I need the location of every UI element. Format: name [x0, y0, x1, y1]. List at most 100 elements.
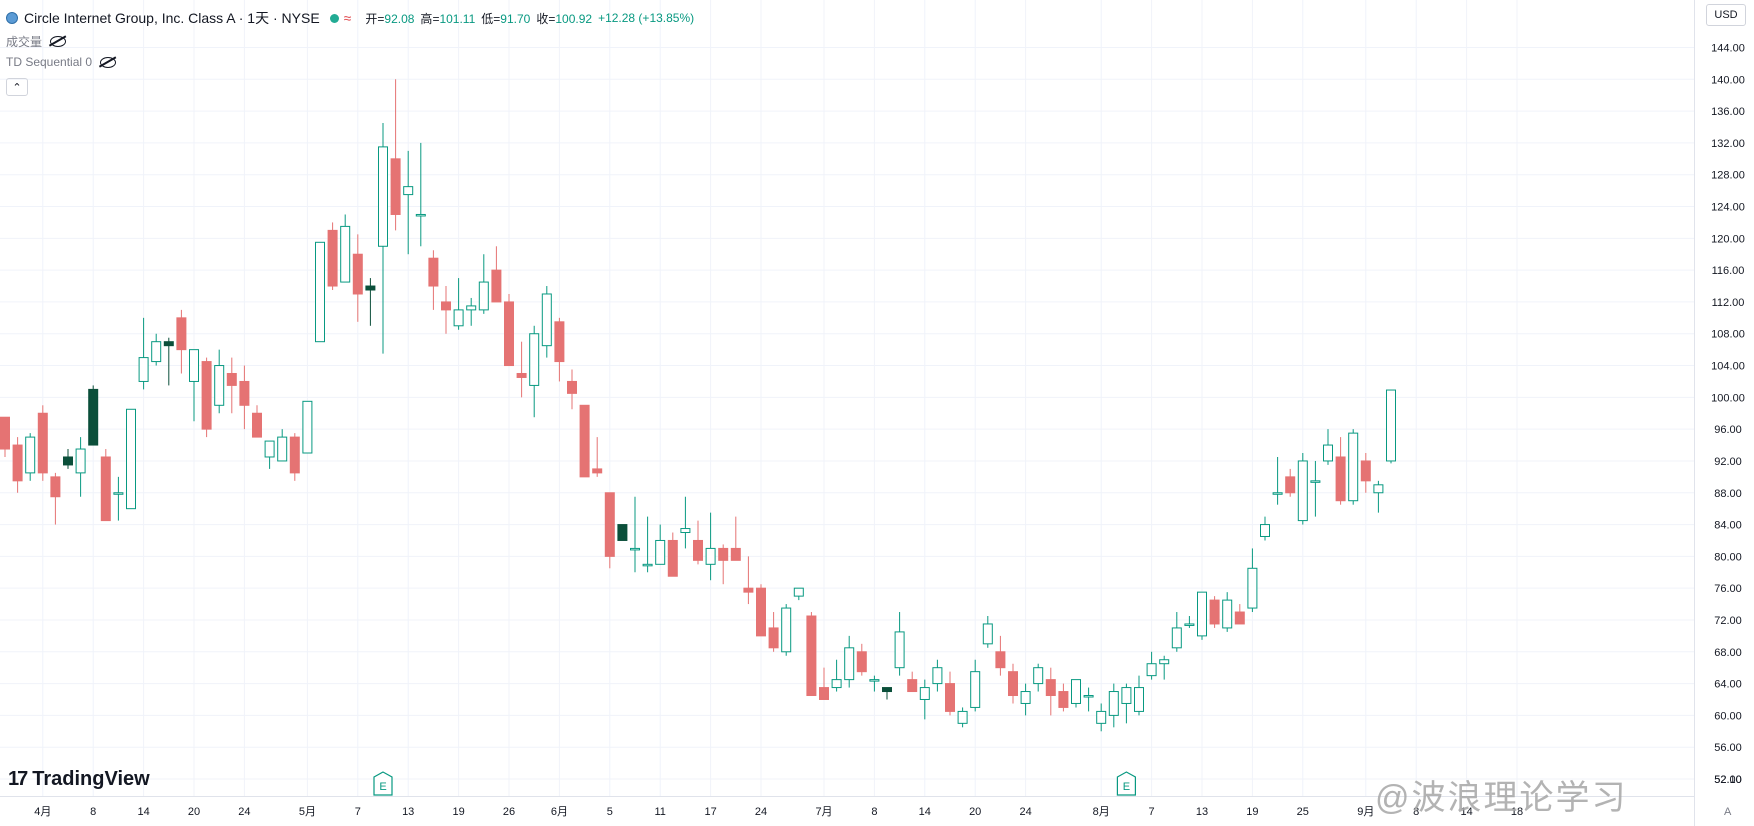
candle[interactable] [756, 584, 766, 637]
candle[interactable] [1360, 453, 1371, 493]
candle[interactable] [176, 309, 187, 374]
candle[interactable] [415, 142, 426, 247]
candle[interactable] [1146, 651, 1157, 680]
earnings-marker[interactable]: E [1116, 771, 1136, 796]
candle[interactable] [277, 429, 288, 462]
candle[interactable] [201, 357, 212, 438]
candle[interactable] [138, 317, 149, 390]
candle[interactable] [1058, 683, 1069, 712]
candle[interactable] [945, 671, 955, 716]
candle[interactable] [541, 286, 552, 358]
candle[interactable] [289, 433, 300, 481]
candle[interactable] [151, 333, 162, 366]
indicator-td-sequential[interactable]: TD Sequential 0 [6, 55, 117, 69]
candle[interactable] [667, 532, 678, 577]
candle[interactable] [604, 492, 615, 569]
candle[interactable] [894, 612, 905, 676]
candle[interactable] [567, 369, 577, 410]
candle[interactable] [327, 222, 338, 291]
candle[interactable] [1222, 592, 1233, 632]
candle[interactable] [12, 437, 23, 493]
candle[interactable] [1348, 429, 1359, 505]
candle[interactable] [1386, 389, 1396, 464]
candle[interactable] [189, 349, 199, 422]
candle[interactable] [680, 496, 691, 549]
candle[interactable] [0, 416, 10, 457]
candle[interactable] [1033, 663, 1044, 692]
candle[interactable] [37, 405, 48, 481]
candle[interactable] [856, 643, 867, 676]
auto-scale-button[interactable]: A [1724, 806, 1732, 818]
candle[interactable] [995, 635, 1006, 676]
indicator-volume[interactable]: 成交量 [6, 33, 67, 50]
candle[interactable] [352, 234, 363, 322]
candle[interactable] [882, 687, 892, 700]
candle[interactable] [302, 400, 313, 454]
candle[interactable] [340, 214, 351, 283]
candle[interactable] [1197, 591, 1207, 640]
candle[interactable] [1020, 683, 1031, 716]
candle[interactable] [705, 512, 716, 581]
candle[interactable] [554, 317, 565, 382]
candle[interactable] [1159, 655, 1170, 680]
candle[interactable] [1083, 687, 1094, 712]
candle[interactable] [1297, 453, 1308, 525]
candle[interactable] [403, 150, 414, 255]
candle[interactable] [1008, 663, 1018, 704]
candle[interactable] [466, 297, 477, 326]
candle[interactable] [907, 671, 918, 693]
earnings-marker[interactable]: E [373, 771, 393, 796]
hide-eye-icon[interactable] [100, 56, 117, 68]
candle[interactable] [252, 405, 262, 438]
candle[interactable] [214, 349, 225, 414]
candle[interactable] [226, 357, 237, 414]
candle[interactable] [730, 516, 741, 561]
candle[interactable] [970, 659, 981, 712]
candle[interactable] [844, 635, 855, 688]
candle[interactable] [592, 437, 603, 477]
symbol-title[interactable]: Circle Internet Group, Inc. Class A · 1天… [24, 10, 320, 26]
candle[interactable] [982, 616, 993, 648]
candle[interactable] [693, 520, 703, 565]
currency-selector[interactable]: USD [1706, 4, 1746, 26]
candle[interactable] [579, 404, 590, 478]
candle[interactable] [768, 612, 779, 652]
candle[interactable] [491, 246, 502, 303]
candle[interactable] [453, 278, 464, 330]
candle[interactable] [25, 433, 36, 481]
candle[interactable] [1260, 516, 1270, 541]
candle[interactable] [1184, 616, 1195, 628]
candle[interactable] [743, 556, 754, 605]
candle[interactable] [831, 659, 842, 692]
candle[interactable] [1134, 675, 1144, 716]
candle[interactable] [1121, 683, 1132, 724]
candle[interactable] [1272, 456, 1283, 505]
candle[interactable] [1045, 667, 1056, 716]
candle[interactable] [163, 337, 174, 386]
candle[interactable] [793, 587, 804, 601]
candle[interactable] [478, 254, 489, 314]
candle[interactable] [1209, 596, 1220, 628]
candle[interactable] [239, 365, 250, 430]
candle[interactable] [428, 250, 439, 310]
candle[interactable] [378, 123, 388, 354]
candle[interactable] [919, 679, 930, 720]
candle[interactable] [529, 325, 540, 418]
candle[interactable] [1247, 548, 1258, 613]
tradingview-logo[interactable]: 17 TradingView [8, 768, 150, 791]
candle[interactable] [88, 385, 99, 446]
candle[interactable] [264, 440, 275, 469]
candle[interactable] [75, 437, 86, 497]
candle[interactable] [1335, 437, 1346, 505]
candle[interactable] [504, 293, 514, 367]
candle[interactable] [63, 449, 73, 469]
collapse-legend-button[interactable]: ⌃ [6, 78, 28, 96]
candle[interactable] [315, 241, 325, 343]
candle[interactable] [630, 496, 640, 573]
candle[interactable] [441, 286, 451, 334]
candle[interactable] [100, 449, 111, 522]
candle[interactable] [957, 707, 968, 728]
candle[interactable] [781, 604, 792, 656]
candle[interactable] [113, 476, 124, 521]
